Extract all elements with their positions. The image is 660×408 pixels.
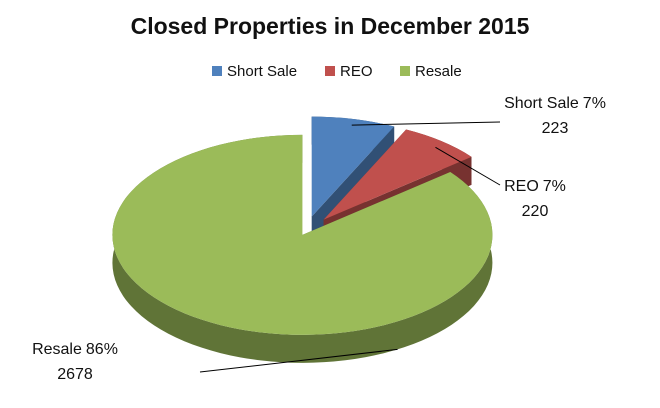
chart-title: Closed Properties in December 2015 [131, 13, 530, 39]
label-category: Resale [32, 341, 82, 358]
label-category: REO [504, 178, 539, 195]
label-percent: 7% [543, 178, 566, 195]
label-category: Short Sale [504, 95, 579, 112]
leader-line [199, 348, 398, 373]
label-percent: 7% [583, 95, 606, 112]
legend-swatch [212, 66, 222, 76]
legend-label: Short Sale [227, 63, 297, 80]
legend-label: REO [340, 63, 373, 80]
legend-swatch [400, 66, 410, 76]
legend-label: Resale [415, 63, 462, 80]
legend-swatch [325, 66, 335, 76]
pie-slice [311, 116, 395, 217]
leader-line [435, 146, 501, 186]
data-label-value: 2678 [57, 366, 93, 383]
data-label: Short Sale 7% [504, 95, 606, 112]
data-label: Resale 86% [32, 341, 118, 358]
data-label: REO 7% [504, 178, 566, 195]
pie-tops [112, 116, 493, 335]
pie-slice [112, 134, 493, 335]
label-percent: 86% [86, 341, 118, 358]
legend: Short Sale REO Resale [212, 63, 462, 80]
data-label-value: 220 [522, 203, 549, 220]
pie-slice [323, 129, 472, 220]
data-label-value: 223 [542, 120, 569, 137]
leader-line [351, 121, 501, 126]
